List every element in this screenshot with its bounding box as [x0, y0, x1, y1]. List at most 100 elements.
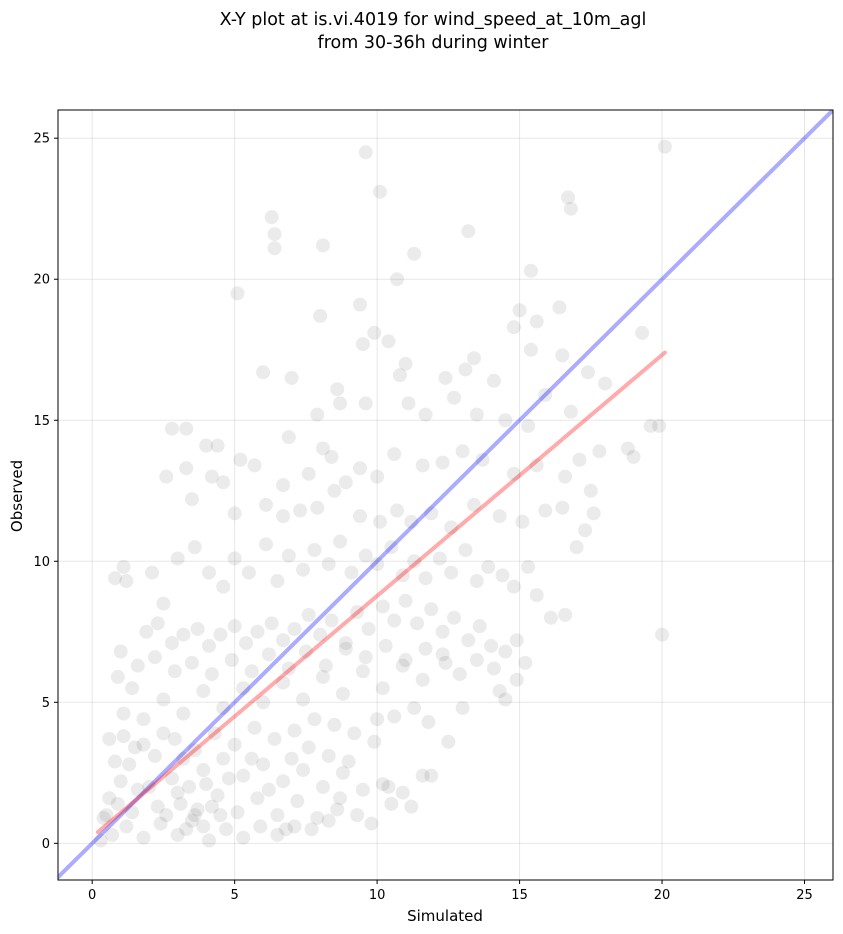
scatter-point — [256, 365, 271, 380]
scatter-point — [318, 658, 333, 673]
scatter-point — [102, 731, 117, 746]
scatter-point — [418, 407, 433, 422]
scatter-point — [304, 822, 319, 837]
scatter-point — [296, 562, 311, 577]
scatter-point — [276, 774, 291, 789]
scatter-point — [267, 227, 282, 242]
scatter-point — [563, 201, 578, 216]
scatter-point — [563, 404, 578, 419]
scatter-point — [113, 774, 128, 789]
scatter-point — [370, 712, 385, 727]
scatter-point — [333, 534, 348, 549]
scatter-point — [398, 593, 413, 608]
scatter-point — [150, 799, 165, 814]
scatter-point — [626, 449, 641, 464]
scatter-point — [598, 376, 613, 391]
scatter-point — [230, 805, 245, 820]
scatter-point — [486, 661, 501, 676]
scatter-point — [364, 816, 379, 831]
scatter-point — [395, 568, 410, 583]
scatter-point — [230, 286, 245, 301]
scatter-point — [390, 272, 405, 287]
x-tick-label: 25 — [796, 888, 813, 903]
scatter-point — [353, 461, 368, 476]
scatter-point — [512, 303, 527, 318]
scatter-point — [227, 737, 242, 752]
scatter-point — [276, 509, 291, 524]
scatter-point — [281, 661, 296, 676]
scatter-point — [301, 607, 316, 622]
scatter-point — [196, 819, 211, 834]
scatter-point — [202, 833, 217, 848]
scatter-point — [529, 314, 544, 329]
scatter-point — [276, 675, 291, 690]
scatter-point — [107, 754, 122, 769]
scatter-point — [313, 627, 328, 642]
scatter-point — [164, 421, 179, 436]
scatter-point — [361, 621, 376, 636]
scatter-point — [293, 503, 308, 518]
scatter-point — [315, 669, 330, 684]
scatter-point — [307, 543, 322, 557]
scatter-point — [216, 751, 231, 766]
scatter-point — [466, 497, 481, 512]
scatter-point — [247, 720, 262, 735]
scatter-point — [555, 348, 570, 363]
scatter-point — [358, 396, 373, 411]
scatter-point — [187, 540, 202, 555]
scatter-point — [156, 596, 171, 611]
scatter-point — [461, 633, 476, 648]
scatter-point — [216, 700, 231, 715]
scatter-point — [307, 712, 322, 727]
scatter-point — [261, 782, 276, 797]
scatter-point — [381, 779, 396, 794]
scatter-point — [247, 458, 262, 473]
scatter-point — [199, 438, 214, 453]
scatter-point — [182, 779, 197, 794]
scatter-point — [330, 802, 345, 817]
scatter-point — [250, 624, 265, 639]
scatter-point — [338, 636, 353, 651]
scatter-point — [569, 540, 584, 555]
scatter-point — [370, 469, 385, 484]
y-axis-label: Observed — [8, 460, 26, 532]
scatter-point — [521, 559, 536, 574]
scatter-point — [213, 627, 228, 642]
scatter-point — [521, 418, 536, 433]
scatter-point — [355, 664, 370, 679]
scatter-point — [196, 763, 211, 777]
scatter-point — [93, 833, 108, 848]
scatter-point — [147, 748, 162, 763]
scatter-point — [372, 514, 387, 529]
scatter-point — [204, 799, 219, 814]
scatter-point — [523, 263, 538, 278]
scatter-point — [142, 779, 157, 794]
scatter-point — [284, 751, 299, 766]
scatter-point — [324, 449, 339, 464]
scatter-point — [387, 447, 402, 462]
x-tick-label: 5 — [231, 888, 239, 903]
scatter-point — [407, 700, 422, 715]
scatter-point — [210, 788, 225, 803]
scatter-point — [498, 692, 513, 707]
scatter-point — [407, 246, 422, 261]
scatter-point — [655, 627, 670, 642]
scatter-point — [170, 785, 185, 800]
scatter-point — [321, 813, 336, 828]
scatter-point — [287, 723, 302, 738]
scatter-point — [233, 452, 248, 467]
scatter-point — [506, 579, 521, 594]
scatter-point — [415, 458, 430, 473]
scatter-point — [455, 700, 470, 715]
chart-title-line-1: X-Y plot at is.vi.4019 for wind_speed_at… — [220, 10, 647, 30]
scatter-point — [264, 616, 279, 631]
scatter-point — [184, 492, 199, 507]
scatter-point — [270, 808, 285, 823]
scatter-point — [236, 681, 251, 696]
scatter-point — [367, 734, 382, 749]
scatter-point — [515, 514, 530, 529]
scatter-point — [415, 768, 430, 783]
scatter-point — [216, 475, 231, 490]
scatter-point — [298, 644, 313, 659]
